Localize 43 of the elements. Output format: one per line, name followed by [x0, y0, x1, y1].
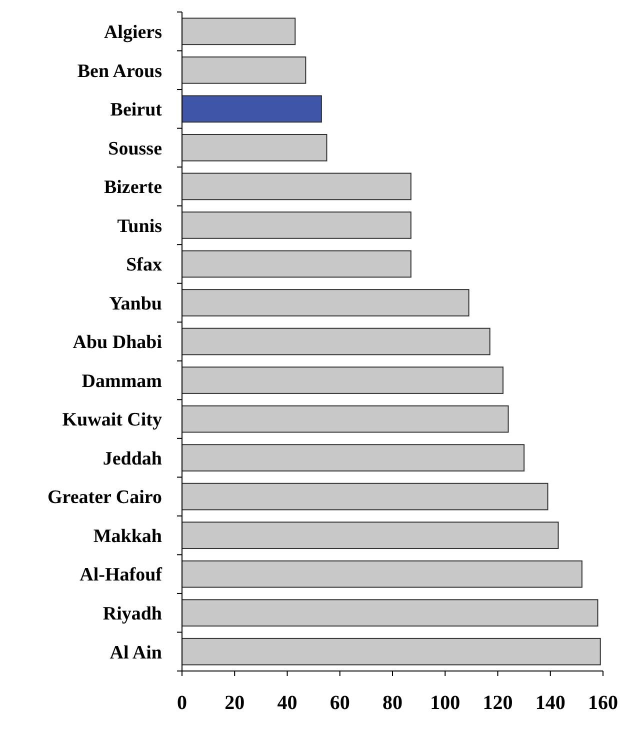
bar — [182, 134, 328, 162]
y-tick-label: Riyadh — [102, 604, 162, 625]
bar — [182, 482, 548, 510]
x-tick-label: 140 — [535, 692, 566, 714]
x-tick-label: 60 — [330, 692, 350, 714]
y-tick-label: Tunis — [117, 216, 162, 237]
y-tick-label: Dammam — [82, 370, 162, 392]
bar — [182, 638, 601, 666]
bar — [182, 599, 598, 627]
x-tick-label: 120 — [482, 692, 513, 714]
bar — [182, 250, 412, 278]
x-tick-label: 80 — [382, 692, 402, 714]
bar — [182, 328, 490, 356]
bar — [182, 522, 559, 550]
bar — [182, 405, 509, 433]
x-tick-label: 160 — [588, 692, 618, 714]
y-tick-label: Kuwait City — [62, 410, 162, 431]
y-tick-label: Algiers — [104, 22, 162, 44]
x-tick-label: 100 — [430, 692, 460, 714]
bar — [182, 366, 504, 394]
bar — [182, 212, 412, 239]
bar — [182, 18, 296, 46]
y-tick-label: Abu Dhabi — [72, 332, 162, 354]
bar — [182, 289, 470, 316]
bar — [182, 444, 525, 472]
y-tick-label: Makkah — [93, 526, 162, 547]
y-tick-label: Al Ain — [110, 642, 162, 664]
y-tick-label: Yanbu — [109, 293, 162, 314]
bar — [182, 172, 412, 200]
y-tick-label: Al-Hafouf — [80, 564, 163, 586]
y-tick-label: Greater Cairo — [48, 487, 162, 508]
bar — [182, 95, 322, 123]
y-tick-label: Bizerte — [104, 177, 162, 198]
x-tick-label: 0 — [177, 692, 187, 714]
y-tick-label: Beirut — [110, 100, 163, 121]
y-tick-label: Jeddah — [102, 448, 162, 470]
x-tick-label: 40 — [277, 692, 298, 714]
y-tick-label: Sousse — [108, 138, 162, 160]
y-tick-label: Ben Arous — [77, 60, 162, 82]
x-tick-label: 20 — [224, 692, 245, 714]
bar — [182, 560, 582, 588]
y-tick-label: Sfax — [126, 254, 162, 276]
bar — [182, 56, 306, 84]
